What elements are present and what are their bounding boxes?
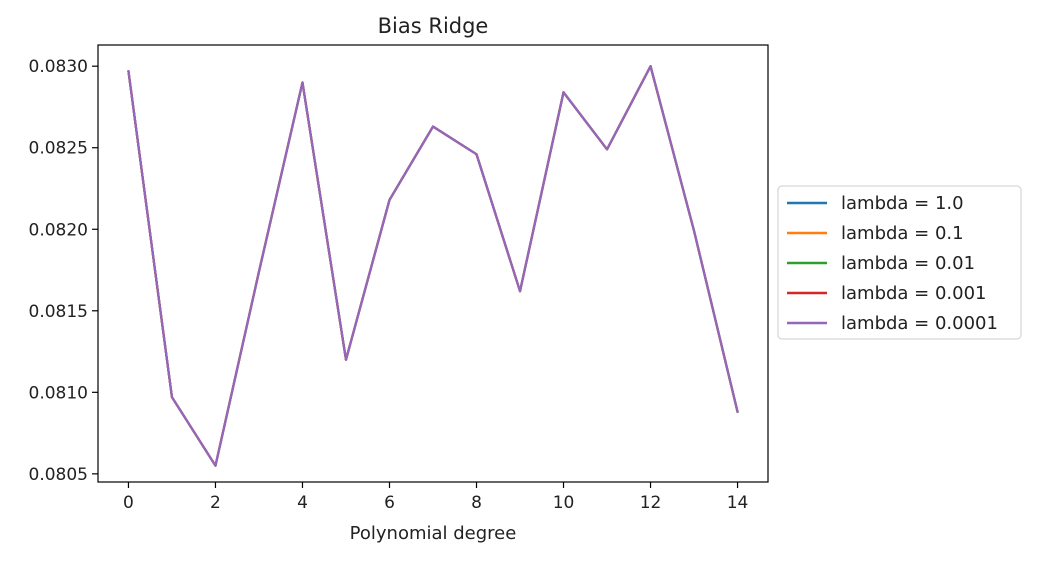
- legend-label-0: lambda = 1.0: [841, 193, 964, 214]
- y-axis: 0.0805 0.0810 0.0815 0.0820 0.0825 0.0830: [29, 57, 98, 485]
- series-lines: [127, 65, 739, 467]
- legend-label-3: lambda = 0.001: [841, 283, 987, 304]
- x-tick-label: 2: [210, 493, 221, 513]
- y-tick-label: 0.0830: [29, 57, 88, 77]
- y-tick-label: 0.0815: [29, 302, 88, 322]
- x-tick-label: 6: [384, 493, 395, 513]
- series-line-4: [127, 65, 739, 467]
- x-axis-title: Polynomial degree: [350, 523, 517, 544]
- legend: lambda = 1.0 lambda = 0.1 lambda = 0.01 lam…: [777, 185, 1022, 340]
- x-tick-label: 8: [471, 493, 482, 513]
- y-tick-label: 0.0805: [29, 465, 88, 485]
- y-tick-label: 0.0825: [29, 139, 88, 159]
- plot-area-frame: [97, 44, 769, 483]
- x-axis: 0 2 4 6 8 10 12 14: [123, 482, 748, 513]
- x-tick-label: 4: [297, 493, 308, 513]
- x-tick-label: 10: [553, 493, 575, 513]
- legend-box: [777, 185, 1022, 340]
- x-tick-label: 12: [640, 493, 662, 513]
- chart-title: Bias Ridge: [378, 14, 489, 38]
- legend-label-4: lambda = 0.0001: [841, 313, 998, 334]
- x-tick-label: 0: [123, 493, 134, 513]
- y-tick-label: 0.0810: [29, 383, 88, 403]
- legend-label-1: lambda = 0.1: [841, 223, 964, 244]
- legend-label-2: lambda = 0.01: [841, 253, 975, 274]
- y-tick-label: 0.0820: [29, 220, 88, 240]
- x-tick-label: 14: [727, 493, 749, 513]
